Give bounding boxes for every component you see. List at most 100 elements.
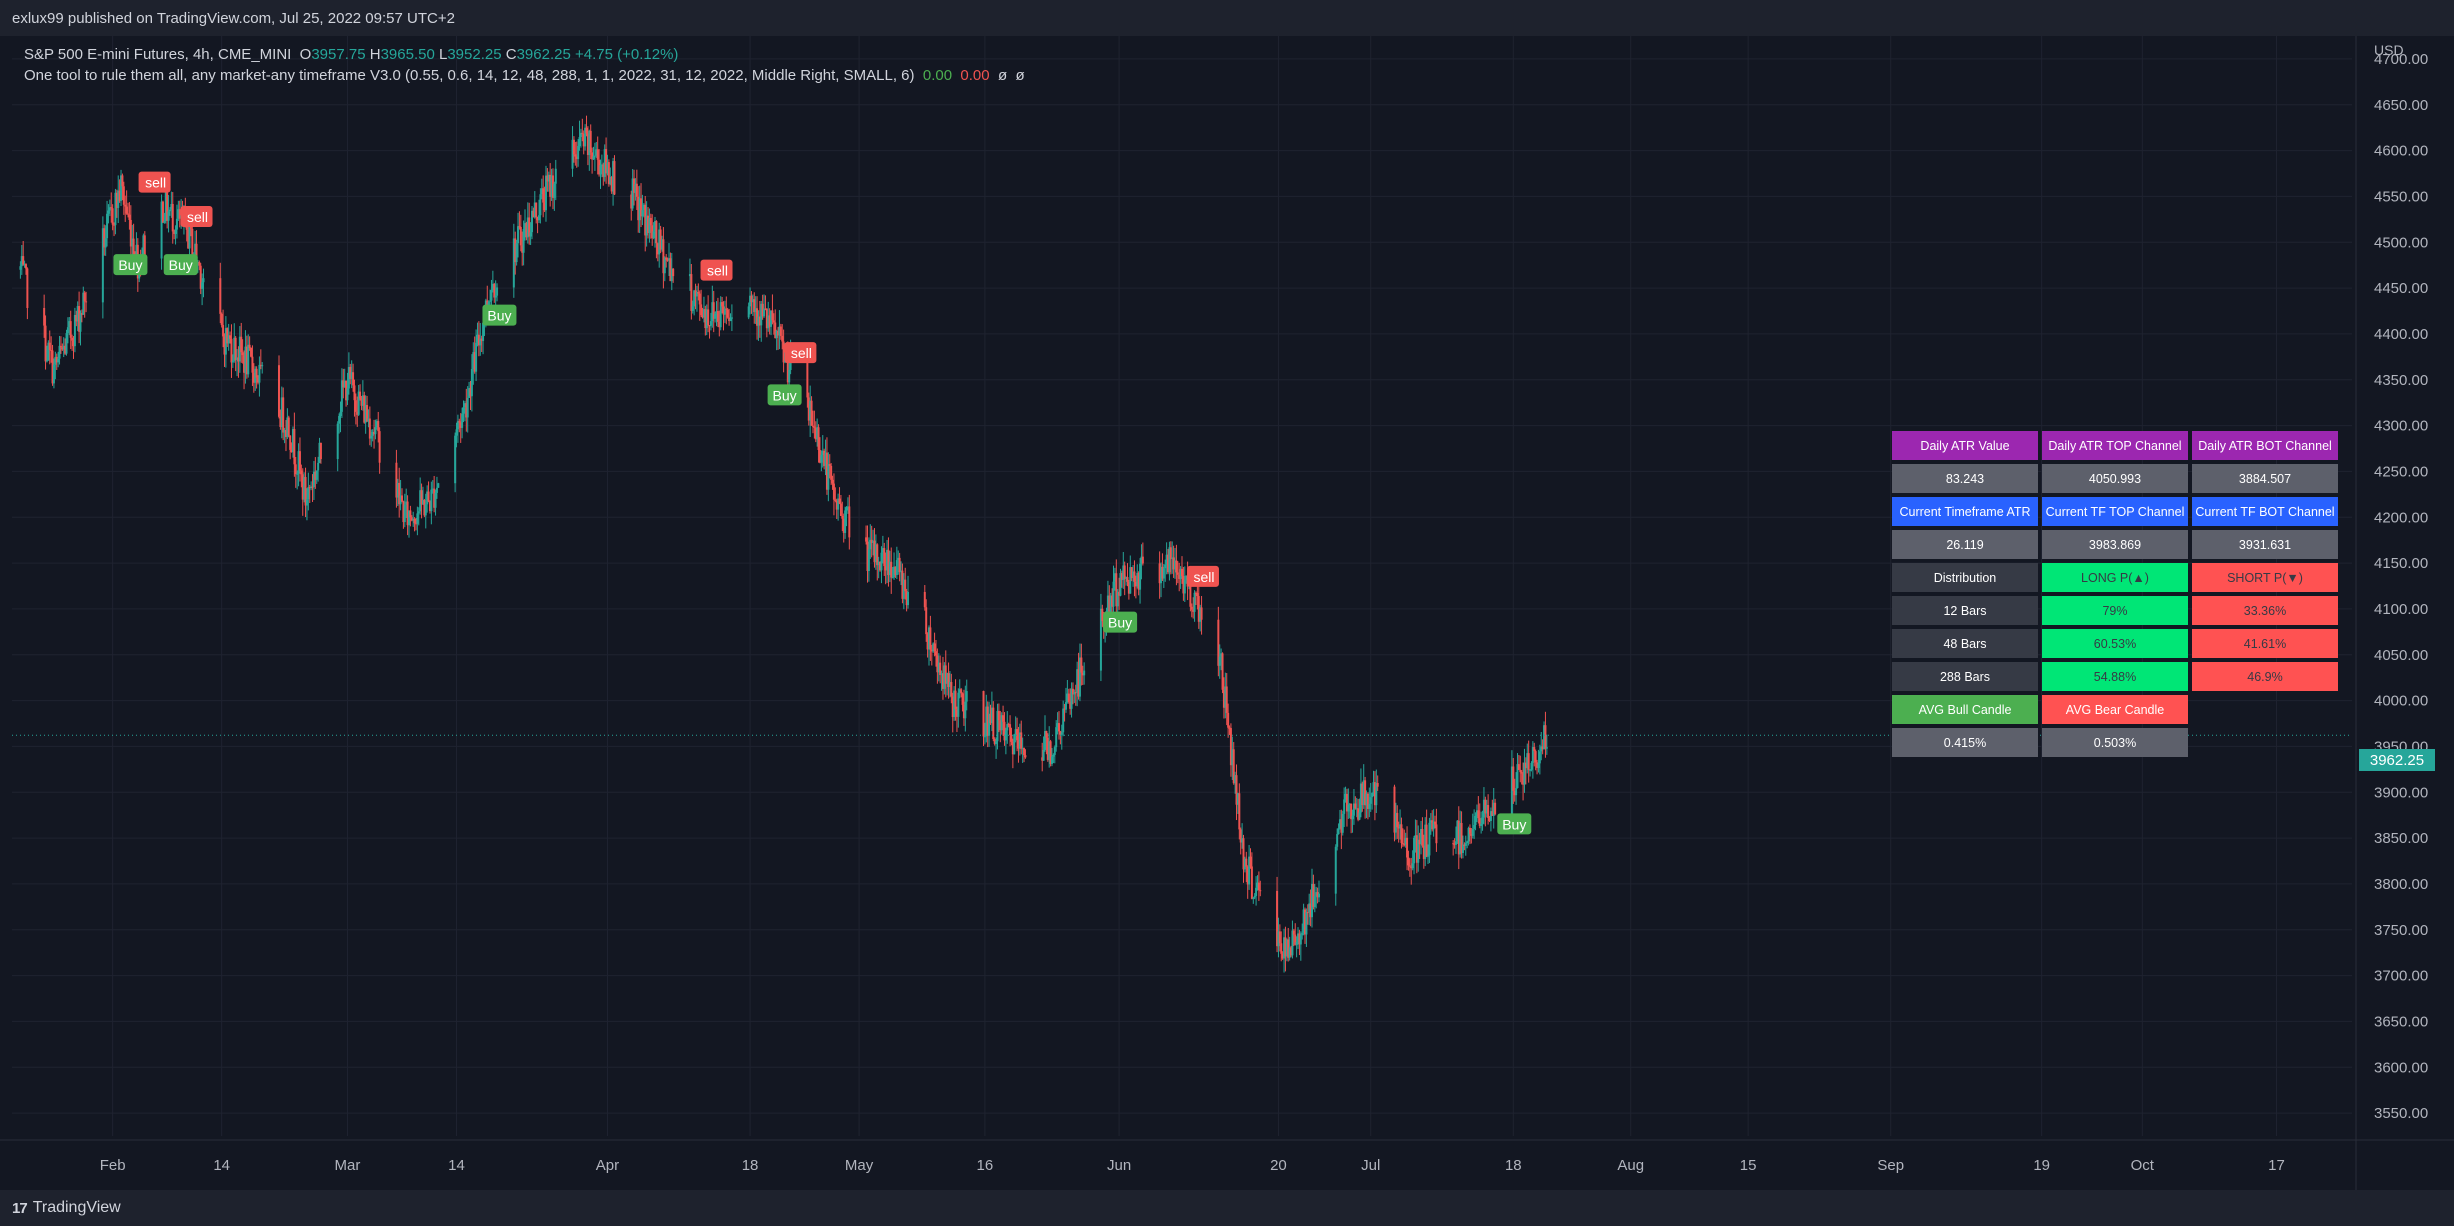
candle-body [767,315,770,329]
candle-body [277,365,280,417]
candle-body [1523,762,1526,785]
candle-body [227,335,230,344]
candle-body [406,501,409,526]
indicator-value-2: 0.00 [960,67,990,84]
candle-body [1527,753,1530,770]
candle-body [354,400,357,412]
candle-body [1334,846,1337,894]
candle-body [648,218,651,233]
candle-body [258,364,261,383]
candle-body [992,707,995,740]
candle-body [224,328,227,355]
candle-body [470,369,473,397]
candle-body [1512,766,1515,791]
candle-body [294,464,297,475]
time-axis[interactable]: Feb 14 Mar 14 Apr 18 May 16 Jun 20 Jul 18 Aug 15 Sep 19… [0,1139,2454,1174]
candle-body [606,162,609,174]
atr-table-cell: 83.243 [1892,464,2038,493]
candle-body [698,293,701,305]
candle-body [1301,932,1304,936]
candle-body [925,607,928,635]
candle-body [1302,909,1305,933]
candle-body [72,340,75,347]
candle-body [1531,747,1534,763]
atr-table-cell: Current TF TOP Channel [2042,497,2188,526]
candle-body [995,741,998,744]
candle-body [832,483,835,500]
candle-body [307,487,310,500]
candle-body [1069,701,1072,709]
candle-body [1460,822,1463,854]
candle-body [1189,574,1192,607]
candle-body [933,643,936,652]
candle-body [1003,721,1006,741]
candle-body [336,423,339,460]
candle-body [641,210,644,217]
candle-body [813,426,816,428]
candle-body [1125,577,1128,579]
candle-body [347,367,350,389]
candle-body [1421,828,1424,846]
candle-body [1190,606,1193,610]
candle-body [635,183,638,197]
time-tick-label: 20 [1270,1157,1287,1174]
candle-body [378,431,381,463]
candle-body [259,364,262,366]
price-tick-label: 4400.00 [2374,326,2428,343]
candle-body [879,561,882,571]
candle-body [466,397,469,418]
candle-body [171,203,174,232]
candle-body [725,308,728,310]
candle-body [1520,772,1523,774]
candle-body [399,495,402,505]
buy-marker [767,384,802,406]
publisher-text: exlux99 published on TradingView.com, Ju… [12,9,455,27]
candle-body [1372,782,1375,794]
price-tick-label: 4050.00 [2374,647,2428,664]
candle-body [1534,751,1537,763]
candle-body [1408,865,1411,867]
candle-body [788,369,791,383]
candle-body [290,449,293,453]
candle-body [577,146,580,160]
candle-body [827,464,830,490]
candle-body [1169,547,1172,559]
candle-body [458,421,461,423]
candle-body [893,566,896,578]
candle-body [1536,762,1539,768]
candle-body [296,473,299,475]
candle-body [261,365,264,367]
candle-body [1487,805,1490,819]
candle-body [255,368,258,378]
price-axis[interactable]: 3550.00 3600.00 3650.00 3700.00 3750.00 3800.… [2355,36,2428,1190]
candle-body [691,306,694,311]
candle-body [364,405,367,423]
candle-body [114,192,117,226]
candle-body [537,215,540,221]
time-tick-label: 15 [1740,1157,1757,1174]
candle-body [923,591,926,608]
candle-body [125,206,128,214]
buy-label: Buy [169,257,193,273]
tradingview-logo[interactable]: 17 TradingView [12,1199,121,1217]
candle-body [1136,572,1139,587]
candle-body [297,451,300,474]
candle-body [250,347,253,357]
candle-body [1101,608,1104,622]
candle-body [844,510,847,533]
candle-body [1315,892,1318,897]
candle-body [647,215,650,233]
change-value: +4.75 (+0.12%) [575,46,679,63]
candle-body [1111,595,1114,607]
candle-body [437,483,440,488]
candle-body [591,152,594,160]
candle-body [1222,689,1225,708]
indicator-legend-row[interactable]: One tool to rule them all, any market-an… [24,65,1025,86]
currency-label: USD [2374,42,2404,58]
symbol-legend-row[interactable]: S&P 500 E-mini Futures, 4h, CME_MINI O39… [24,44,1025,65]
candle-body [1336,834,1339,847]
candle-body [1164,564,1167,569]
candle-body [1232,749,1235,784]
candle-body [132,238,135,255]
low-value: 3952.25 [447,46,502,63]
